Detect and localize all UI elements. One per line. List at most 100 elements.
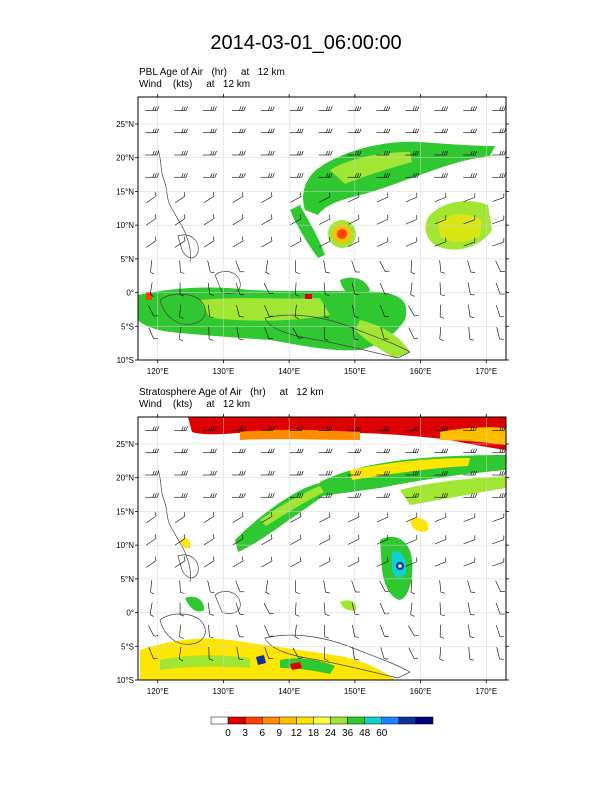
- wind-barb: [231, 173, 246, 178]
- wind-barb: [434, 557, 447, 567]
- wind-barb: [434, 173, 449, 178]
- wind-barb: [467, 580, 476, 593]
- wind-barb: [294, 624, 299, 639]
- wind-barb: [405, 493, 420, 498]
- wind-barb: [290, 534, 302, 545]
- wind-barb: [463, 426, 477, 431]
- wind-barb: [410, 602, 415, 617]
- panel2-wind-label: Wind (kts) at 12 km: [139, 399, 251, 410]
- wind-barb: [202, 493, 217, 498]
- wind-barb: [235, 602, 245, 615]
- colorbar-swatch: [261, 716, 280, 725]
- lat-tick-label: 15°N: [116, 187, 134, 196]
- wind-barb: [174, 556, 186, 568]
- wind-barb: [434, 106, 449, 111]
- wind-barb: [496, 304, 505, 318]
- wind-barb: [174, 106, 188, 111]
- wind-barb: [495, 282, 505, 295]
- wind-barb: [380, 327, 389, 340]
- wind-barb: [379, 260, 390, 272]
- wind-barb: [405, 106, 420, 111]
- lat-tick-label: 0°: [126, 289, 134, 298]
- wind-barb: [264, 625, 274, 637]
- lat-tick-label: 0°: [126, 609, 134, 618]
- colorbar-label: 60: [376, 728, 388, 739]
- wind-barb: [264, 305, 274, 317]
- wind-barb: [467, 602, 475, 616]
- wind-barb: [202, 150, 217, 156]
- wind-barb: [405, 470, 420, 476]
- wind-barb: [318, 470, 333, 476]
- wind-barb: [467, 282, 475, 296]
- panel2-wind-barbs: [145, 426, 506, 662]
- lon-tick-label: 160°E: [410, 687, 432, 696]
- wind-barb: [174, 150, 188, 156]
- wind-barb: [351, 580, 360, 593]
- wind-barb: [347, 426, 362, 431]
- wind-barb: [260, 493, 275, 498]
- wind-barb: [496, 327, 504, 340]
- wind-barb: [405, 426, 420, 431]
- wind-barb: [376, 534, 389, 545]
- wind-barb: [264, 647, 274, 660]
- wind-barb: [463, 106, 477, 111]
- wind-barb: [492, 173, 506, 178]
- wind-barb: [260, 426, 275, 431]
- wind-barb: [232, 236, 244, 248]
- colorbar-label: 9: [277, 728, 283, 739]
- wind-barb: [439, 602, 445, 617]
- wind-barb: [203, 534, 215, 546]
- colorbar-label: 24: [325, 728, 337, 739]
- page-title: 2014-03-01_06:00:00: [210, 32, 402, 54]
- wind-barb: [467, 260, 476, 273]
- wind-barb: [203, 192, 215, 203]
- wind-barb: [492, 493, 506, 498]
- colorbar-swatch: [296, 716, 314, 725]
- wind-barb: [265, 260, 270, 275]
- wind-barb: [236, 624, 244, 638]
- wind-barb: [410, 260, 416, 275]
- wind-barb: [376, 557, 389, 567]
- wind-barb: [289, 448, 304, 454]
- wind-barb: [289, 470, 304, 476]
- wind-barb: [319, 192, 331, 203]
- panel1-wind-barbs: [145, 106, 506, 342]
- wind-barb: [264, 327, 274, 340]
- lon-tick-label: 170°E: [475, 367, 497, 376]
- wind-barb: [351, 282, 360, 296]
- wind-barb: [231, 448, 246, 454]
- wind-barb: [492, 150, 506, 156]
- lat-tick-label: 10°N: [116, 221, 134, 230]
- wind-barb: [376, 493, 391, 498]
- wind-barb: [235, 282, 245, 295]
- wind-barb: [174, 173, 188, 178]
- wind-barb: [348, 557, 360, 567]
- wind-barb: [207, 282, 215, 296]
- lat-tick-label: 5°N: [121, 255, 135, 264]
- wind-barb: [319, 214, 331, 225]
- wind-barb: [145, 426, 159, 431]
- wind-barb: [495, 602, 505, 615]
- wind-barb: [324, 327, 329, 341]
- wind-barb: [439, 647, 444, 662]
- wind-barb: [235, 580, 245, 593]
- wind-barb: [232, 534, 244, 546]
- wind-barb: [468, 304, 475, 318]
- wind-barb: [208, 304, 214, 319]
- wind-barb: [380, 625, 389, 637]
- wind-barb: [260, 128, 275, 134]
- wind-barb: [323, 260, 330, 274]
- wind-barb: [405, 535, 418, 545]
- wind-barb: [319, 237, 331, 248]
- wind-barb: [146, 191, 157, 204]
- colorbar-label: 18: [308, 728, 320, 739]
- wind-barb: [463, 193, 476, 202]
- wind-barb: [146, 556, 157, 568]
- wind-barb: [348, 192, 360, 203]
- wind-barb: [405, 215, 418, 225]
- panel1-shading: [138, 141, 495, 358]
- wind-barb: [261, 214, 273, 225]
- wind-barb: [405, 448, 420, 454]
- wind-barb: [463, 470, 477, 476]
